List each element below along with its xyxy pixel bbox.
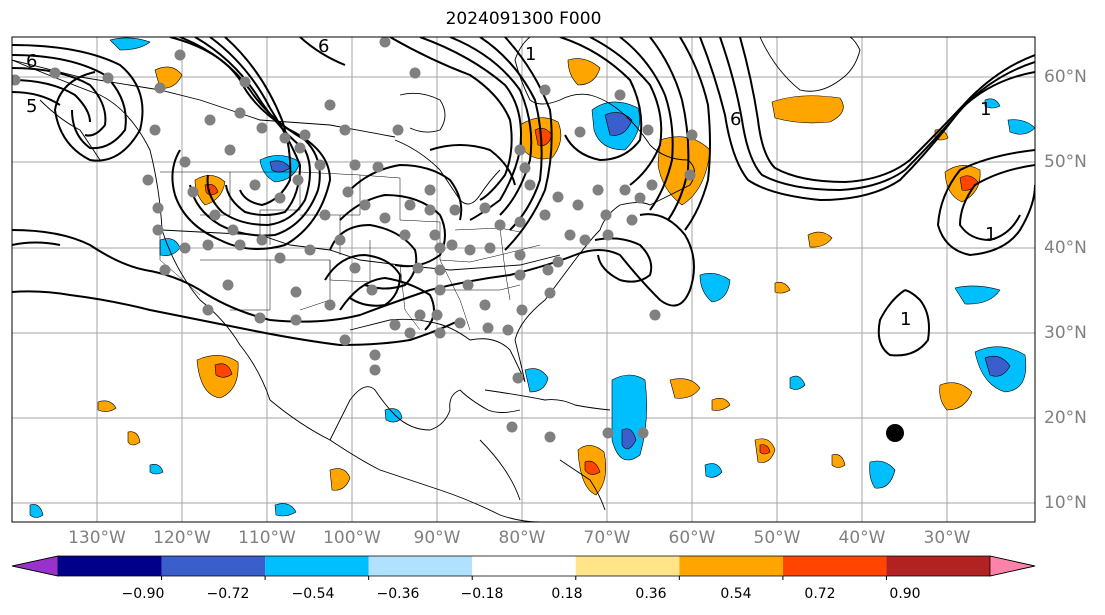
anomaly-shading <box>29 37 1035 518</box>
colorbar-tick-label: 0.72 <box>804 586 836 602</box>
lat-label: 10°N <box>1044 493 1087 513</box>
lat-label: 20°N <box>1044 408 1087 428</box>
contour-label: 1 <box>525 44 536 65</box>
map-frame <box>11 36 1036 523</box>
lon-label: 130°W <box>68 528 126 548</box>
colorbar-segment <box>161 556 266 576</box>
lon-label: 70°W <box>583 528 631 548</box>
colorbar-tick-label: −0.18 <box>460 586 504 602</box>
contour-label: 6 <box>26 51 37 72</box>
lon-label: 120°W <box>153 528 211 548</box>
lat-label: 50°N <box>1044 152 1087 172</box>
storm-position-marker <box>886 424 904 442</box>
map-title: 2024091300 F000 <box>445 9 602 29</box>
lon-label: 60°W <box>668 528 716 548</box>
colorbar-extend-high <box>989 555 1036 577</box>
colorbar-segment <box>368 556 473 576</box>
lon-label: 110°W <box>238 528 296 548</box>
lon-label: 40°W <box>838 528 886 548</box>
colorbar-tick-label: −0.72 <box>206 586 250 602</box>
contour-label: 1 <box>985 224 996 245</box>
colorbar <box>11 555 1036 580</box>
contour-label: 6 <box>318 36 329 57</box>
colorbar-tick-label: −0.54 <box>291 586 335 602</box>
lon-label: 30°W <box>923 528 971 548</box>
map-background <box>12 37 1035 522</box>
contour-labels: 6 5 1 6 1 1 1 6 <box>26 36 996 330</box>
colorbar-tick-label: 0.54 <box>720 586 752 602</box>
contour-label: 1 <box>900 309 911 330</box>
lat-label: 40°N <box>1044 238 1087 258</box>
lat-label: 60°N <box>1044 67 1087 87</box>
station-dots <box>12 37 698 443</box>
colorbar-segment <box>472 556 576 576</box>
colorbar-segment <box>575 556 680 576</box>
lon-label: 80°W <box>498 528 546 548</box>
colorbar-tick-label: 0.18 <box>551 586 583 602</box>
colorbar-tick-label: 0.36 <box>635 586 667 602</box>
lat-label: 30°N <box>1044 323 1087 343</box>
contour-label: 1 <box>980 99 991 120</box>
lon-label: 50°W <box>753 528 801 548</box>
colorbar-segment <box>58 556 162 576</box>
colorbar-segment <box>886 556 990 576</box>
colorbar-segment <box>679 556 783 576</box>
lon-label: 100°W <box>323 528 381 548</box>
colorbar-segment <box>265 556 369 576</box>
colorbar-tick-label: −0.36 <box>376 586 420 602</box>
colorbar-tick-label: 0.90 <box>889 586 921 602</box>
colorbar-outline <box>11 555 1036 577</box>
colorbar-segment <box>782 556 887 576</box>
colorbar-extend-low <box>11 555 59 577</box>
contour-label: 6 <box>730 109 741 130</box>
colorbar-tick-label: −0.90 <box>121 586 165 602</box>
contour-label: 5 <box>26 96 37 117</box>
lon-label: 90°W <box>413 528 461 548</box>
